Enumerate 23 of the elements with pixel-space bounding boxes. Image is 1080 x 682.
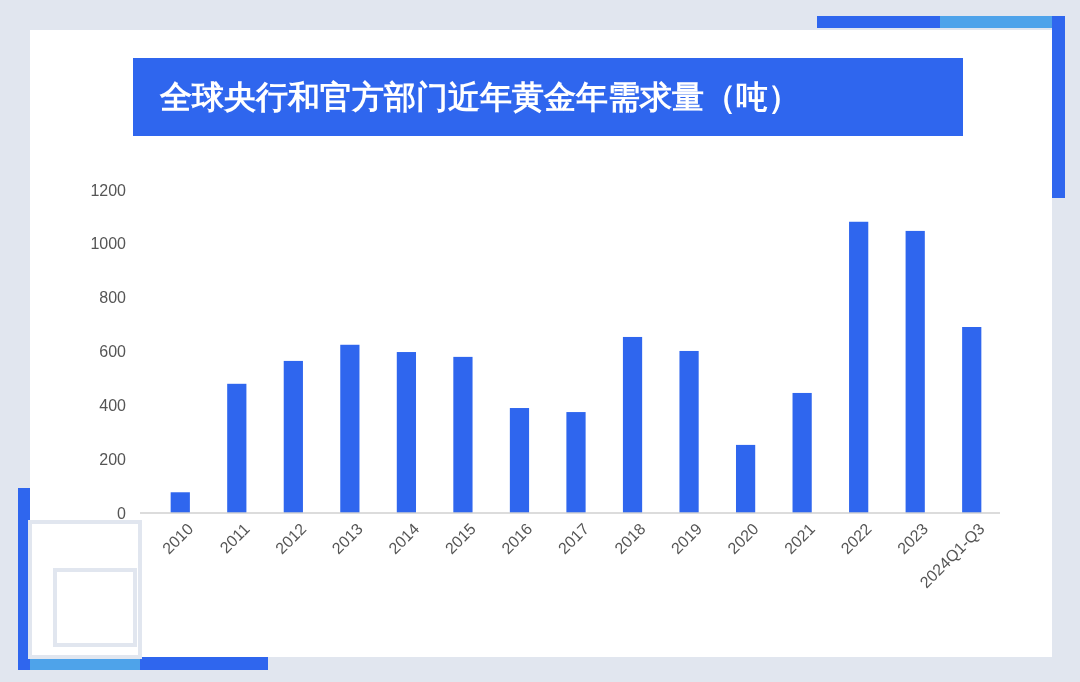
y-tick-label: 1000 bbox=[90, 235, 127, 253]
bar bbox=[170, 492, 190, 513]
y-tick-label: 400 bbox=[99, 396, 127, 414]
bar bbox=[453, 356, 473, 513]
bar bbox=[340, 344, 360, 513]
chart-title: 全球央行和官方部门近年黄金年需求量（吨） bbox=[159, 79, 800, 116]
bar bbox=[566, 412, 586, 513]
bar bbox=[679, 350, 699, 513]
y-tick-label: 0 bbox=[117, 504, 127, 522]
bar bbox=[735, 444, 756, 513]
bar bbox=[792, 392, 812, 513]
bar bbox=[396, 352, 417, 513]
bar bbox=[227, 383, 247, 513]
bar bbox=[509, 408, 530, 513]
bar bbox=[905, 230, 925, 513]
bar bbox=[849, 221, 869, 513]
bar bbox=[622, 336, 643, 513]
bar bbox=[962, 327, 982, 513]
y-tick-label: 600 bbox=[99, 343, 127, 361]
y-tick-label: 800 bbox=[99, 289, 127, 307]
y-tick-label: 1200 bbox=[90, 181, 127, 199]
bar bbox=[283, 360, 303, 513]
y-tick-label: 200 bbox=[99, 450, 127, 468]
